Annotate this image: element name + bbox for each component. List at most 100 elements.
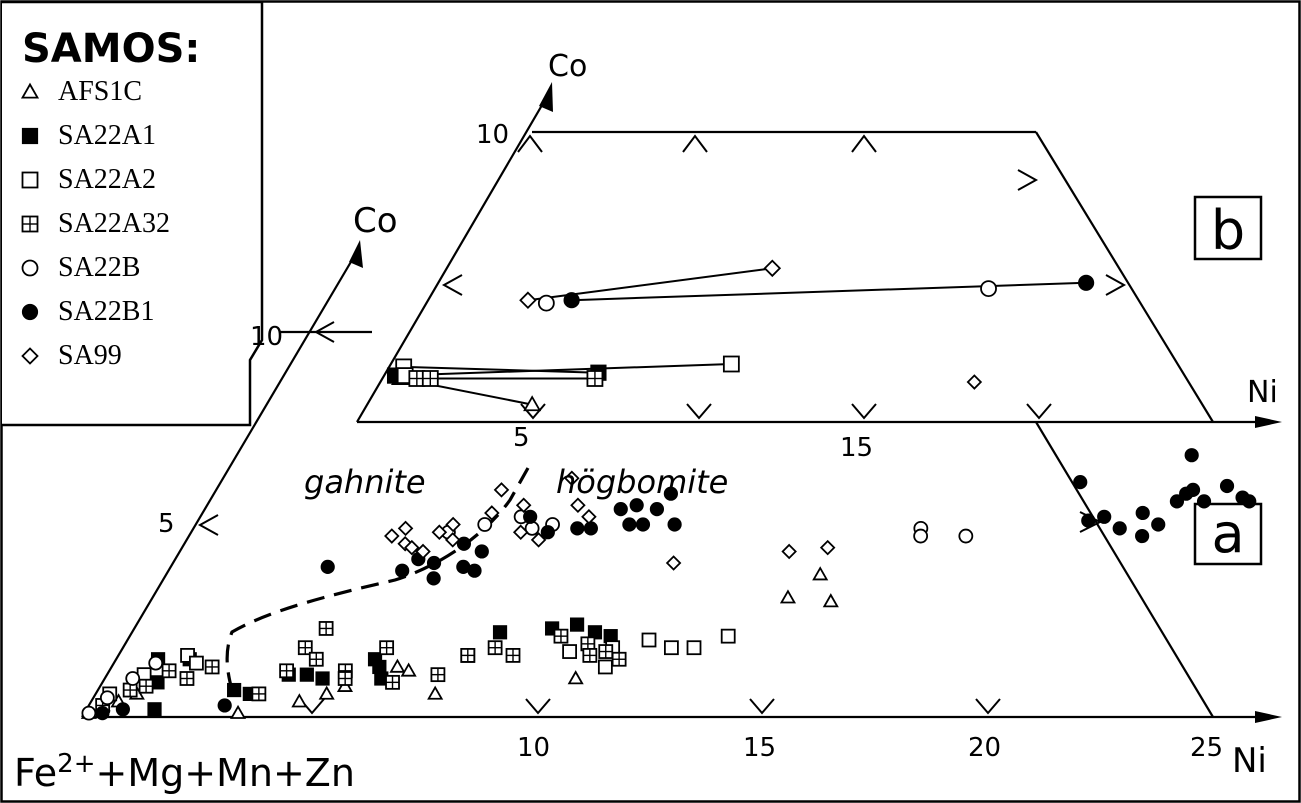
panel-a-label-box — [1193, 502, 1263, 566]
origin-label: Fe2++Mg+Mn+Zn — [14, 749, 355, 795]
tick-label-co-5-a: 5 — [158, 509, 175, 539]
tick-b-left — [441, 274, 463, 296]
point-a-sa22b1 — [1185, 482, 1201, 497]
point-a-sa22a32 — [460, 648, 476, 663]
co-arrowhead-a — [349, 240, 363, 268]
point-a-sa22b1 — [540, 525, 555, 540]
point-a-sa22a32 — [582, 648, 598, 663]
point-a-sa99 — [781, 543, 797, 560]
point-a-sa22a32 — [161, 663, 177, 679]
point-a-sa22b — [477, 517, 493, 532]
point-b-sa99 — [519, 291, 537, 309]
tick-b-bottom — [1026, 403, 1052, 420]
tick-a-co — [197, 514, 219, 536]
point-a-sa99 — [581, 509, 597, 525]
panel-b-label-box — [1193, 195, 1263, 261]
label-hogbomite: högbomite — [556, 463, 728, 501]
point-a-sa22a32 — [204, 659, 220, 675]
legend-title: SAMOS: — [22, 26, 200, 72]
point-a-sa99 — [404, 539, 420, 556]
point-a-sa22a32 — [598, 644, 614, 659]
point-a-sa22b1 — [1219, 478, 1235, 494]
point-a-sa22b1 — [320, 559, 335, 574]
tick-b-bottom — [686, 403, 712, 420]
tie-line — [403, 365, 599, 374]
point-a-sa22b1 — [1081, 513, 1096, 528]
panel-a-label: a — [1211, 502, 1244, 565]
tick-a-bottom — [525, 698, 551, 715]
point-b-sa22b — [980, 280, 997, 298]
point-a-sa22b1 — [622, 517, 637, 532]
tick-b-bottom — [851, 403, 877, 420]
point-a-sa22b1 — [635, 517, 651, 532]
panel-b-label: b — [1211, 199, 1245, 262]
point-a-sa22a2 — [188, 655, 204, 671]
point-a-sa99 — [484, 505, 500, 521]
tick-label-ni-20-a: 20 — [968, 733, 1001, 763]
point-a-sa22a32 — [251, 686, 267, 702]
point-a-sa22b1 — [649, 502, 665, 517]
point-a-sa22b1 — [217, 698, 232, 713]
point-a-sa22a1 — [315, 671, 330, 686]
point-a-sa22b — [99, 690, 115, 706]
point-a-afs1c — [822, 593, 839, 608]
point-a-sa22a1 — [299, 667, 314, 682]
point-a-afs1c — [779, 589, 797, 604]
point-a-sa22a1 — [569, 617, 585, 632]
point-a-sa22a2 — [720, 628, 736, 644]
legend-label-sa22b1: SA22B1 — [58, 296, 154, 327]
point-a-sa22b — [958, 528, 974, 544]
tie-line — [395, 363, 732, 377]
point-a-sa99 — [384, 528, 400, 544]
point-a-afs1c — [427, 685, 444, 700]
point-a-sa22b1 — [467, 563, 482, 578]
tick-a-bottom — [749, 698, 775, 715]
point-b-afs1c — [523, 395, 542, 412]
legend-label-sa22a1: SA22A1 — [58, 120, 156, 151]
point-a-afs1c — [229, 704, 247, 719]
point-b-sa22a32 — [586, 370, 604, 387]
point-a-sa22a32 — [430, 667, 446, 683]
point-a-sa22a32 — [337, 671, 353, 686]
point-a-sa22b1 — [1196, 494, 1212, 509]
legend-label-afs1c: AFS1C — [58, 76, 142, 107]
point-a-sa22b1 — [613, 502, 628, 517]
point-a-sa22a32 — [385, 674, 400, 690]
tick-label-co-10-b: 10 — [476, 120, 509, 150]
tick-label-ni-15-b: 15 — [840, 433, 873, 463]
legend-frame — [2, 0, 264, 427]
point-a-sa22a32 — [318, 621, 334, 636]
tick-label-co-10-a: 10 — [250, 322, 283, 352]
point-a-sa22b1 — [1135, 528, 1150, 544]
tick-b-right — [1105, 274, 1127, 296]
point-a-sa22a32 — [487, 640, 503, 656]
legend-marker-sa22a2 — [21, 171, 39, 189]
point-a-sa22a32 — [553, 628, 569, 644]
point-a-sa22a2 — [562, 644, 577, 659]
ni-arrowhead-b — [1255, 416, 1282, 428]
point-b-sa22a2 — [722, 355, 740, 373]
point-a-sa99 — [564, 470, 580, 487]
co-arrowhead-b — [539, 82, 553, 112]
label-gahnite: gahnite — [304, 463, 426, 501]
tie-line — [571, 281, 1087, 302]
tick-b-right — [1017, 169, 1039, 191]
point-a-sa22b1 — [1169, 494, 1185, 509]
tick-label-ni-25-a: 25 — [1190, 733, 1223, 763]
point-a-sa22b1 — [1242, 494, 1257, 509]
legend: SAMOS: AFS1C SA22A1 SA22A2 SA22A32 SA22B SA22… — [2, 0, 264, 427]
point-a-sa22b1 — [95, 706, 110, 721]
point-a-sa22b1 — [1073, 475, 1088, 490]
point-a-sa22b1 — [115, 702, 130, 717]
point-a-sa22b1 — [667, 517, 682, 532]
point-b-sa22b — [537, 294, 555, 312]
point-a-sa22b1 — [474, 544, 489, 559]
point-a-afs1c — [318, 685, 335, 700]
point-a-sa22b1 — [1097, 509, 1112, 524]
point-a-afs1c — [567, 670, 584, 685]
axis-label-co-b: Co — [548, 49, 587, 84]
tick-label-ni-15-a: 15 — [743, 733, 776, 763]
legend-label-sa22a2: SA22A2 — [58, 164, 156, 195]
